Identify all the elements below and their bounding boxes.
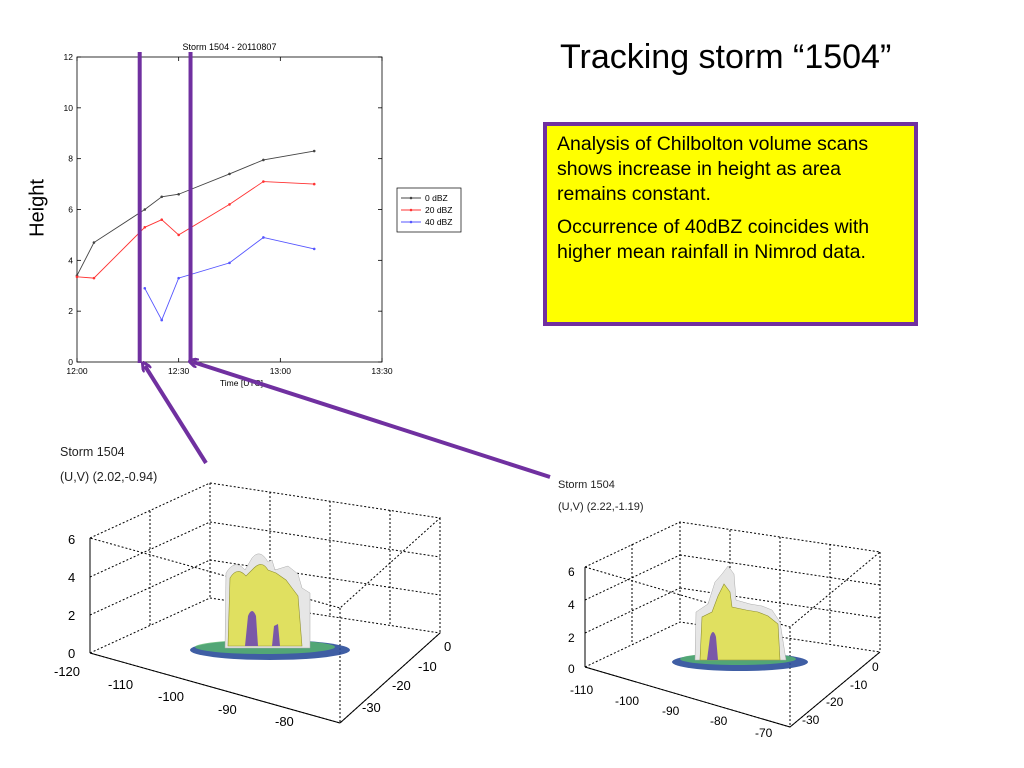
plot-area-frame [76, 56, 383, 363]
left-y-tick-2: -10 [418, 659, 437, 674]
y-tick-label: 6 [68, 205, 73, 215]
data-point [228, 261, 231, 265]
data-point [228, 172, 231, 176]
data-point [312, 182, 316, 186]
y-tick-label: 10 [64, 103, 74, 113]
left-x-tick-5: -80 [275, 714, 294, 729]
legend-marker [409, 220, 413, 224]
analysis-callout: Analysis of Chilbolton volume scans show… [543, 122, 918, 326]
left-x-tick-3: -100 [158, 689, 184, 704]
series-line-20-dbz [76, 181, 315, 279]
data-point [312, 149, 316, 153]
legend-marker [409, 196, 413, 200]
y-tick-label: 0 [68, 357, 73, 367]
right-y-tick-3: -20 [826, 695, 844, 709]
data-point [228, 203, 231, 206]
left-z-tick-4: 4 [68, 570, 75, 585]
right-panel-title: Storm 1504 [558, 479, 615, 491]
arrow-to-second-marker [193, 362, 551, 479]
series-line-0-dbz [76, 150, 315, 276]
x-tick-label: 12:30 [168, 366, 190, 376]
data-point [177, 233, 180, 237]
right-x-tick-2: -100 [615, 694, 639, 708]
chart-title: Storm 1504 - 20110807 [183, 42, 277, 52]
x-tick-label: 12:00 [66, 366, 88, 376]
callout-paragraph-1: Analysis of Chilbolton volume scans show… [557, 133, 869, 205]
data-point [143, 286, 147, 290]
right-storm-isosurface [672, 565, 808, 671]
left-x-tick-1: -120 [54, 664, 80, 679]
right-z-tick-2: 2 [568, 631, 575, 645]
right-y-tick-1: 0 [872, 660, 879, 674]
y-tick-label: 12 [64, 52, 74, 62]
legend-label: 40 dBZ [425, 217, 452, 227]
right-y-tick-2: -10 [850, 678, 868, 692]
y-tick-label: 2 [68, 306, 73, 316]
right-z-tick-0: 0 [568, 662, 575, 676]
left-y-tick-4: -30 [362, 700, 381, 715]
data-point [177, 276, 180, 280]
right-panel-subtitle: (U,V) (2.22,-1.19) [558, 501, 644, 513]
left-y-tick-1: 0 [444, 639, 451, 654]
data-point [177, 192, 180, 196]
right-z-tick-4: 4 [568, 598, 575, 612]
data-point [92, 241, 96, 244]
data-point [160, 195, 164, 199]
x-tick-label: 13:30 [371, 366, 393, 376]
right-x-tick-5: -70 [755, 726, 773, 740]
right-3d-storm-plot: 6 4 2 0 -110 -100 -90 -80 -70 0 -10 -20 … [568, 521, 882, 740]
right-x-tick-1: -110 [570, 683, 593, 697]
x-tick-label: 13:00 [270, 366, 292, 376]
data-point [160, 318, 164, 322]
x-axis-label: Time [UTC] [220, 378, 263, 388]
legend-marker [409, 208, 413, 212]
left-panel-subtitle: (U,V) (2.02,-0.94) [60, 470, 158, 484]
right-y-tick-4: -30 [802, 713, 820, 727]
data-point [160, 218, 164, 221]
left-z-tick-0: 0 [68, 646, 75, 661]
storm-height-line-chart: Storm 1504 - 20110807 0 2 4 6 8 10 12 12:00 12:30… [64, 42, 462, 388]
y-tick-label: 4 [68, 255, 73, 265]
left-3d-storm-plot: 6 4 2 0 -120 -110 -100 -90 -80 0 -10 -20… [54, 482, 451, 729]
legend-label: 0 dBZ [425, 193, 448, 203]
data-point [75, 275, 79, 279]
left-y-tick-3: -20 [392, 678, 411, 693]
data-point [143, 208, 147, 211]
right-x-tick-3: -90 [662, 704, 680, 718]
right-x-tick-4: -80 [710, 714, 728, 728]
left-storm-isosurface [190, 553, 350, 660]
left-panel-title: Storm 1504 [60, 445, 125, 459]
callout-paragraph-2: Occurrence of 40dBZ coincides with highe… [557, 216, 870, 263]
left-x-tick-4: -90 [218, 702, 237, 717]
left-x-tick-2: -110 [108, 677, 133, 692]
arrow-to-first-marker [145, 366, 208, 465]
data-point [143, 225, 147, 229]
data-point [262, 236, 265, 239]
left-z-tick-6: 6 [68, 532, 75, 547]
y-tick-label: 8 [68, 154, 73, 164]
data-point [92, 276, 96, 280]
right-z-tick-6: 6 [568, 565, 575, 579]
data-point [262, 158, 265, 162]
legend-label: 20 dBZ [425, 205, 452, 215]
data-point [262, 180, 265, 183]
series-line-40-dbz [144, 236, 315, 322]
slide-title: Tracking storm “1504” [560, 38, 892, 76]
left-z-tick-2: 2 [68, 608, 75, 623]
data-point [312, 247, 316, 251]
